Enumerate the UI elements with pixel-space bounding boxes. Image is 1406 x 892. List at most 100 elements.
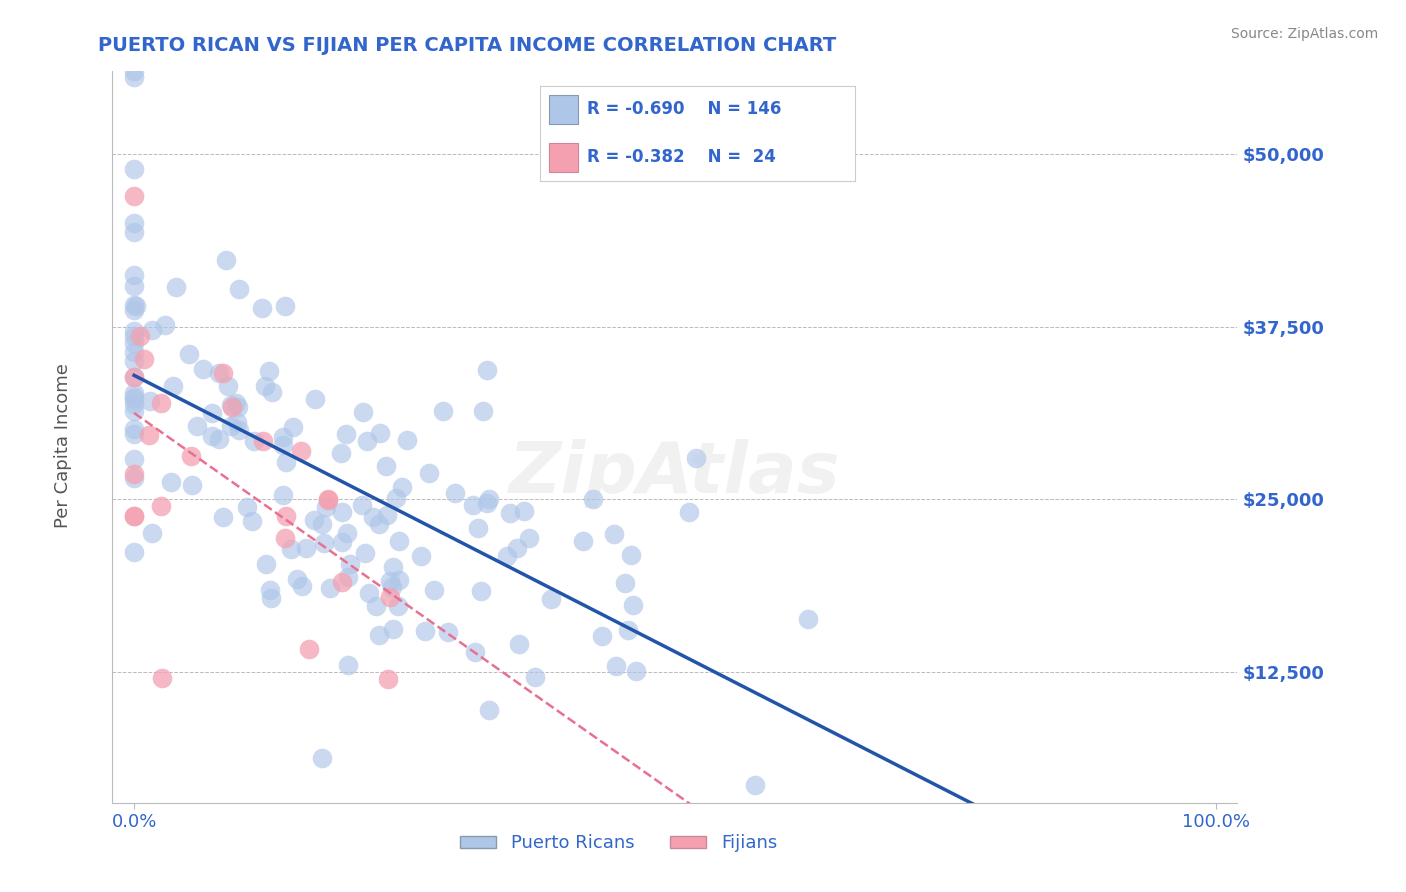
Point: [336, 525, 359, 540]
Point: [329, 445, 352, 459]
Point: [217, 378, 239, 392]
Point: [352, 499, 374, 513]
Point: [201, 406, 224, 420]
Point: [382, 622, 405, 636]
Point: [603, 527, 626, 541]
Point: [432, 403, 454, 417]
Point: [287, 573, 309, 587]
Point: [388, 534, 411, 549]
Point: [388, 574, 411, 588]
Point: [122, 508, 145, 523]
Point: [418, 466, 440, 480]
Point: [271, 438, 294, 452]
Point: [212, 367, 235, 381]
Point: [122, 70, 145, 84]
Point: [391, 480, 413, 494]
Point: [361, 509, 384, 524]
Point: [186, 418, 208, 433]
Point: [381, 560, 404, 574]
Point: [330, 505, 353, 519]
Point: [626, 664, 648, 678]
Point: [591, 629, 613, 643]
Point: [141, 526, 163, 541]
Point: [122, 189, 145, 203]
Point: [150, 671, 173, 685]
Point: [619, 548, 641, 562]
Point: [274, 531, 297, 545]
Point: [508, 637, 530, 651]
Point: [475, 496, 498, 510]
Point: [242, 514, 264, 528]
Point: [614, 576, 637, 591]
Point: [375, 459, 398, 474]
Point: [122, 215, 145, 229]
Point: [122, 370, 145, 384]
Point: [160, 475, 183, 489]
Point: [319, 581, 342, 595]
Point: [259, 591, 281, 606]
Point: [337, 570, 360, 584]
Point: [339, 557, 361, 571]
Point: [415, 624, 437, 638]
Point: [193, 361, 215, 376]
Point: [226, 401, 249, 415]
Point: [228, 283, 250, 297]
Point: [444, 486, 467, 500]
Point: [122, 427, 145, 442]
Point: [311, 751, 333, 765]
Point: [177, 347, 200, 361]
Point: [475, 363, 498, 377]
Legend: Puerto Ricans, Fijians: Puerto Ricans, Fijians: [453, 827, 785, 860]
Point: [478, 703, 501, 717]
Point: [221, 400, 243, 414]
Point: [122, 278, 145, 293]
Point: [377, 508, 399, 522]
Text: ZipAtlas: ZipAtlas: [509, 439, 841, 508]
Point: [252, 434, 274, 448]
Point: [356, 434, 378, 448]
Point: [297, 641, 319, 656]
Point: [384, 491, 406, 506]
Point: [155, 318, 177, 333]
Point: [259, 582, 281, 597]
Point: [253, 379, 276, 393]
Text: Source: ZipAtlas.com: Source: ZipAtlas.com: [1230, 27, 1378, 41]
Point: [377, 672, 399, 686]
Point: [364, 599, 387, 614]
Point: [180, 449, 202, 463]
Point: [471, 404, 494, 418]
Point: [122, 225, 145, 239]
Point: [396, 433, 419, 447]
Point: [122, 421, 145, 435]
Point: [330, 574, 353, 589]
Point: [226, 416, 249, 430]
Point: [181, 477, 204, 491]
Point: [122, 345, 145, 359]
Point: [467, 521, 489, 535]
Point: [470, 583, 492, 598]
Point: [281, 419, 304, 434]
Point: [122, 544, 145, 558]
Point: [224, 396, 246, 410]
Point: [219, 398, 242, 412]
Point: [387, 599, 409, 613]
Point: [582, 491, 605, 506]
Point: [464, 645, 486, 659]
Point: [378, 574, 401, 588]
Point: [409, 549, 432, 564]
Point: [201, 428, 224, 442]
Point: [122, 353, 145, 368]
Point: [260, 384, 283, 399]
Point: [368, 517, 391, 532]
Point: [506, 541, 529, 555]
Point: [274, 455, 297, 469]
Point: [316, 493, 339, 508]
Point: [617, 623, 640, 637]
Text: Per Capita Income: Per Capita Income: [55, 364, 72, 528]
Point: [122, 325, 145, 339]
Point: [304, 513, 326, 527]
Point: [336, 658, 359, 673]
Point: [523, 670, 546, 684]
Point: [316, 491, 339, 506]
Point: [122, 386, 145, 401]
